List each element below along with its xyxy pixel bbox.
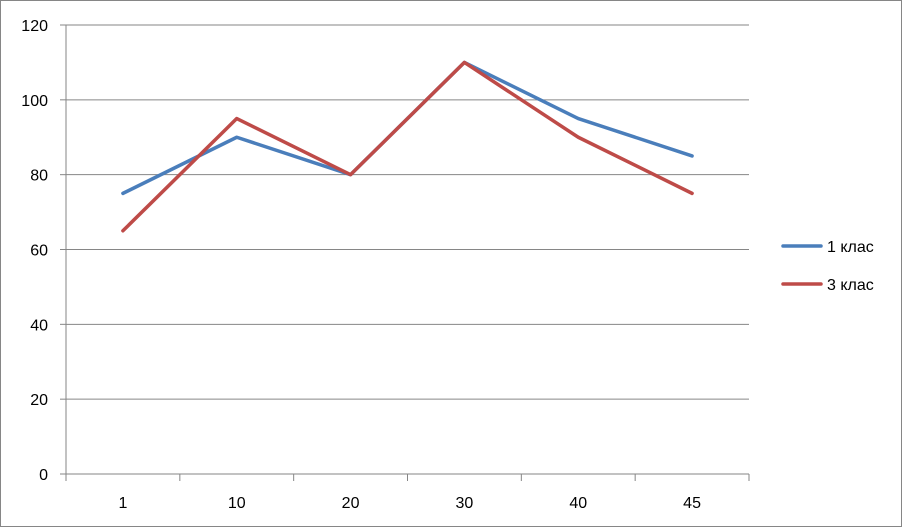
gridlines xyxy=(66,25,749,399)
x-axis-tick-labels: 1 10 20 30 40 45 xyxy=(118,495,701,512)
legend-label: 1 клас xyxy=(827,239,874,256)
y-axis-tick-labels: 0 20 40 60 80 100 120 xyxy=(21,18,48,484)
y-tick-label: 40 xyxy=(30,317,48,334)
x-tick-label: 45 xyxy=(683,495,701,512)
y-tick-label: 60 xyxy=(30,243,48,260)
series-line-1 xyxy=(123,62,692,193)
y-tick-label: 0 xyxy=(39,467,48,484)
y-tick-label: 100 xyxy=(21,93,48,110)
x-tick-label: 40 xyxy=(569,495,587,512)
axes xyxy=(60,25,749,481)
y-tick-label: 80 xyxy=(30,168,48,185)
legend: 1 клас 3 клас xyxy=(783,239,874,294)
series-line-2 xyxy=(123,62,692,230)
x-tick-label: 30 xyxy=(456,495,474,512)
y-tick-label: 120 xyxy=(21,18,48,35)
y-tick-label: 20 xyxy=(30,392,48,409)
x-tick-label: 10 xyxy=(228,495,246,512)
x-tick-label: 1 xyxy=(118,495,127,512)
series-lines xyxy=(123,62,692,230)
x-tick-label: 20 xyxy=(342,495,360,512)
legend-label: 3 клас xyxy=(827,277,874,294)
